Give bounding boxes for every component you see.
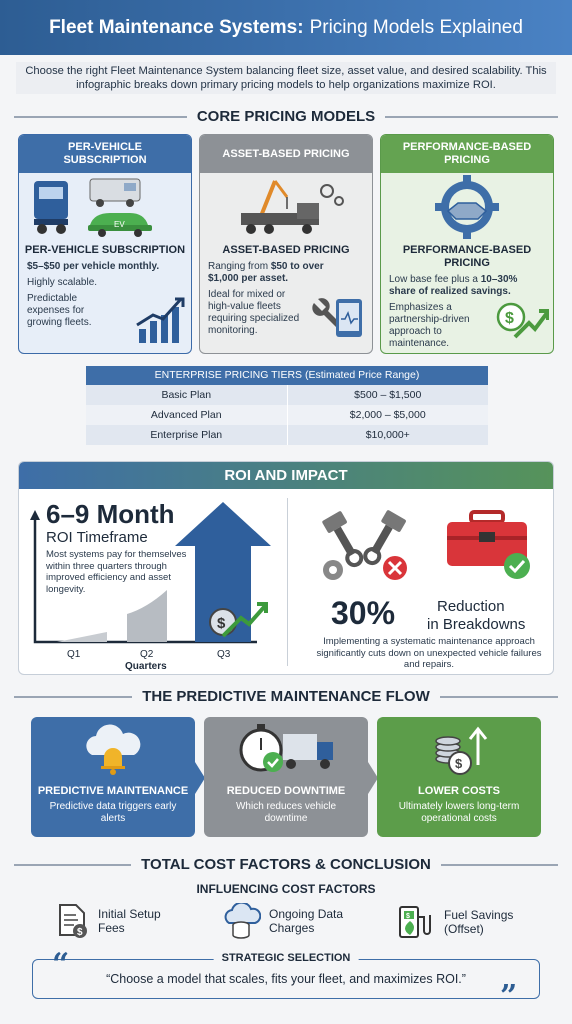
q3-label: Q3	[217, 649, 231, 660]
factor-line-b: Charges	[269, 921, 315, 935]
factor-line-b: (Offset)	[444, 922, 484, 936]
flow-title: PREDICTIVE MAINTENANCE	[37, 785, 189, 797]
quote-text: “Choose a model that scales, fits your f…	[106, 972, 466, 986]
flow-arrow	[368, 762, 378, 794]
title-bold: Fleet Maintenance Systems:	[49, 16, 304, 38]
svg-text:$: $	[217, 615, 226, 632]
flow-sub: Which reduces vehicle downtime	[235, 801, 337, 824]
factor-fuel: $ Fuel Savings (Offset)	[396, 903, 513, 941]
card-price: 10–30% share of realized savings.	[389, 274, 518, 297]
flow-sub: Predictive data triggers early alerts	[49, 801, 177, 824]
card-per-vehicle: PER-VEHICLE SUBSCRIPTION EV PER-VEHICLE …	[18, 134, 192, 354]
factor-line-a: Initial Setup	[98, 907, 161, 921]
tiers-header: ENTERPRISE PRICING TIERS (Estimated Pric…	[86, 366, 488, 385]
roi-big-number: 6–9 Month	[46, 499, 175, 529]
svg-text:$: $	[406, 913, 410, 920]
cloud-bell-icon	[31, 717, 195, 777]
reduction-pct: 30%	[331, 595, 396, 631]
wrench-tablet-icon	[312, 298, 362, 337]
broken-parts-icon	[322, 510, 407, 580]
svg-text:$: $	[505, 310, 514, 327]
card-cap: PER-VEHICLE SUBSCRIPTION	[19, 135, 191, 173]
close-quote-mark: ”	[500, 979, 518, 1014]
handshake-gear-icon	[381, 173, 553, 241]
enterprise-tiers-table: ENTERPRISE PRICING TIERS (Estimated Pric…	[86, 366, 488, 445]
flow-step-predictive: PREDICTIVE MAINTENANCE Predictive data t…	[31, 717, 195, 837]
roi-quarter-chart: $	[30, 502, 271, 644]
flow-arrow	[195, 762, 205, 794]
roi-subtitle: ROI Timeframe	[46, 529, 148, 546]
flow-sub: Ultimately lowers long-term operational …	[398, 801, 520, 824]
strategic-quote-box: STRATEGIC SELECTION “Choose a model that…	[32, 952, 540, 999]
title-rest: Pricing Models Explained	[309, 16, 523, 38]
intro-text: Choose the right Fleet Maintenance Syste…	[16, 62, 556, 94]
card-price: $5–$50 per vehicle monthly.	[27, 261, 160, 272]
crane-truck-icon	[200, 173, 372, 241]
total-heading: TOTAL COST FACTORS & CONCLUSION	[0, 856, 572, 873]
cloud-database-icon	[224, 903, 261, 939]
card-price: $50 to over $1,000 per asset.	[208, 261, 324, 284]
roi-heading: ROI AND IMPACT	[19, 462, 553, 489]
card-title: ASSET-BASED PRICING	[222, 244, 350, 256]
breakdowns-label: in Breakdowns	[427, 616, 526, 633]
factor-line-a: Fuel Savings	[444, 908, 514, 922]
flow-title: REDUCED DOWNTIME	[226, 785, 346, 797]
x-axis-label: Quarters	[125, 661, 167, 672]
svg-text:$: $	[455, 756, 463, 771]
core-heading: CORE PRICING MODELS	[0, 108, 572, 125]
card-line1: Emphasizes a partnership-driven approach…	[389, 302, 470, 349]
card-cap: ASSET-BASED PRICING	[200, 135, 372, 173]
roi-desc: Most systems pay for themselves within t…	[46, 549, 187, 595]
card-line2: Predictable expenses for growing fleets.	[27, 293, 92, 328]
card-asset-based: ASSET-BASED PRICING ASSET-BASED PRICING …	[199, 134, 373, 354]
open-quote-mark: “	[52, 947, 70, 982]
flow-heading: THE PREDICTIVE MAINTENANCE FLOW	[0, 688, 572, 705]
table-row: Advanced Plan $2,000 – $5,000	[86, 405, 488, 425]
table-row: Enterprise Plan $10,000+	[86, 425, 488, 445]
card-performance-based: PERFORMANCE-BASED PRICING PERFORMANCE-BA…	[380, 134, 554, 354]
card-line1: Ideal for mixed or high-value fleets req…	[208, 289, 300, 336]
flow-title: LOWER COSTS	[418, 785, 500, 797]
ev-badge: EV	[114, 220, 125, 229]
factors-subheading: INFLUENCING COST FACTORS	[196, 882, 376, 896]
factor-setup: $ Initial Setup Fees	[54, 903, 161, 939]
coins-arrow-icon: $	[377, 717, 541, 777]
flow-step-downtime: REDUCED DOWNTIME Which reduces vehicle d…	[204, 717, 368, 837]
card-title: PERFORMANCE-BASED PRICING	[402, 244, 532, 269]
factor-line-b: Fees	[98, 921, 125, 935]
roi-panel: ROI AND IMPACT $ 6–9 Month ROI Timeframe…	[18, 461, 554, 675]
quote-label: STRATEGIC SELECTION	[213, 952, 359, 964]
stopwatch-truck-icon	[204, 717, 368, 777]
q1-label: Q1	[67, 649, 81, 660]
table-row: Basic Plan $500 – $1,500	[86, 385, 488, 405]
card-price-pre: Ranging from	[208, 261, 271, 272]
truck-van-ev-icon: EV	[19, 173, 191, 241]
impact-desc: Implementing a systematic maintenance ap…	[316, 636, 542, 670]
fuel-pump-icon: $	[399, 906, 431, 938]
factor-data: Ongoing Data Charges	[221, 903, 343, 939]
divider	[287, 498, 288, 666]
reduction-label: Reduction	[437, 598, 505, 615]
q2-label: Q2	[140, 649, 154, 660]
factor-line-a: Ongoing Data	[269, 907, 344, 921]
card-line1: Highly scalable.	[27, 277, 98, 288]
toolbox-check-icon	[447, 510, 530, 579]
card-price-pre: Low base fee plus a	[389, 274, 481, 285]
page-header: Fleet Maintenance Systems: Pricing Model…	[0, 0, 572, 55]
flow-step-costs: $ LOWER COSTS Ultimately lowers long-ter…	[377, 717, 541, 837]
growth-chart-icon	[136, 297, 185, 343]
document-dollar-icon: $	[59, 904, 87, 938]
svg-text:$: $	[77, 927, 83, 938]
card-cap: PERFORMANCE-BASED PRICING	[381, 135, 553, 173]
card-title: PER-VEHICLE SUBSCRIPTION	[24, 244, 186, 256]
dollar-growth-icon: $	[496, 302, 549, 339]
